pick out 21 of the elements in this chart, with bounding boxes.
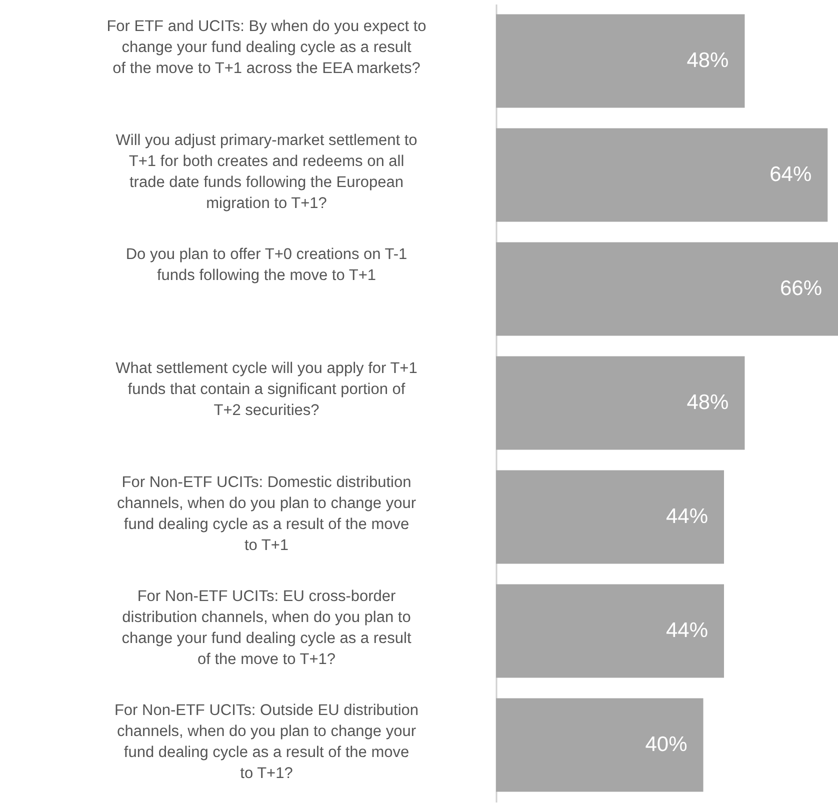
y-tick-label: For Non-ETF UCITs: Outside EU distribution channels, when do you plan to change your fund dealing cycle as a result of the move to T+1?	[114, 702, 419, 782]
data-label: 64%	[770, 163, 812, 186]
data-label: 48%	[686, 391, 729, 414]
bar	[496, 14, 745, 108]
bar	[496, 128, 828, 222]
bar	[496, 584, 724, 678]
y-tick-label: Do you plan to offer T+0 creations on T-1 funds following the move to T+1	[126, 246, 408, 284]
y-tick-label: For Non-ETF UCITs: EU cross-border distribution channels, when do you plan to change your fund dealing cycle as a result of the move to T+1?	[122, 588, 412, 668]
bar	[496, 242, 838, 336]
data-label: 48%	[686, 49, 729, 72]
y-tick-label: For ETF and UCITs: By when do you expect to change your fund dealing cycle as a result of the move to T+1 across the EEA markets?	[106, 18, 426, 77]
y-tick-label: What settlement cycle will you apply for T+1 funds that contain a significant portion of T+2 securities?	[116, 360, 418, 419]
data-label: 44%	[666, 619, 708, 642]
y-tick-label: Will you adjust primary-market settlement to T+1 for both creates and redeems on all trade date funds following the European migration to T+1?	[116, 132, 418, 212]
bar	[496, 470, 724, 564]
data-label: 66%	[780, 277, 822, 300]
data-label: 44%	[666, 505, 708, 528]
bar	[496, 356, 745, 450]
y-tick-label: For Non-ETF UCITs: Domestic distribution channels, when do you plan to change your fund dealing cycle as a result of the move to T+1	[116, 474, 416, 554]
data-label: 40%	[645, 733, 688, 756]
bar	[496, 698, 704, 792]
